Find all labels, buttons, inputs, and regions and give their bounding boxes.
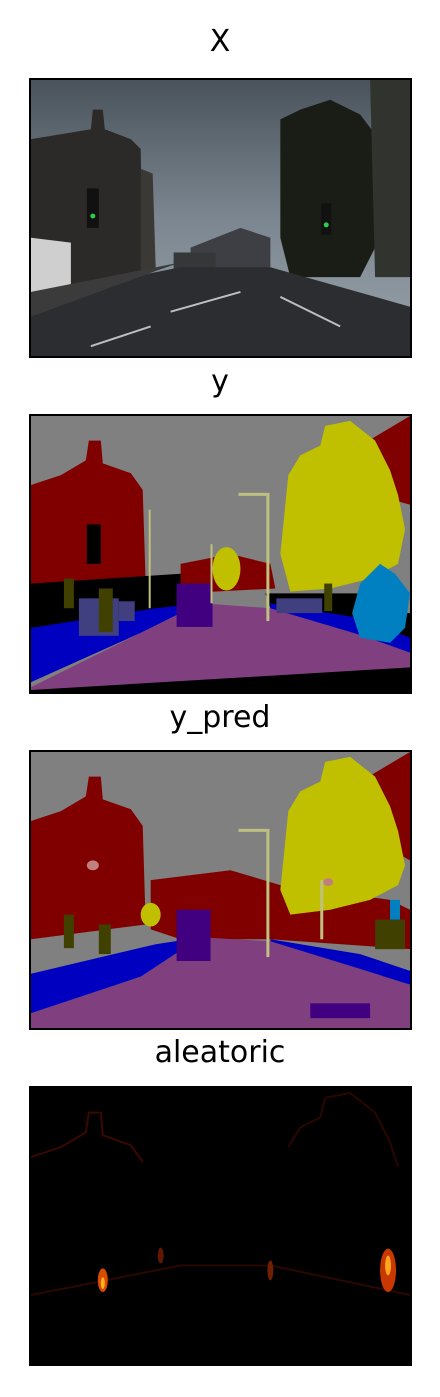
title-y: y (211, 364, 229, 399)
panel-input-image (29, 78, 412, 358)
panel-aleatoric-uncertainty (29, 1086, 412, 1366)
panel-predicted-segmentation (29, 750, 412, 1030)
title-x: X (209, 24, 231, 59)
title-aleatoric: aleatoric (154, 1035, 286, 1070)
title-y-pred: y_pred (169, 700, 271, 735)
panel-ground-truth-segmentation (29, 414, 412, 694)
